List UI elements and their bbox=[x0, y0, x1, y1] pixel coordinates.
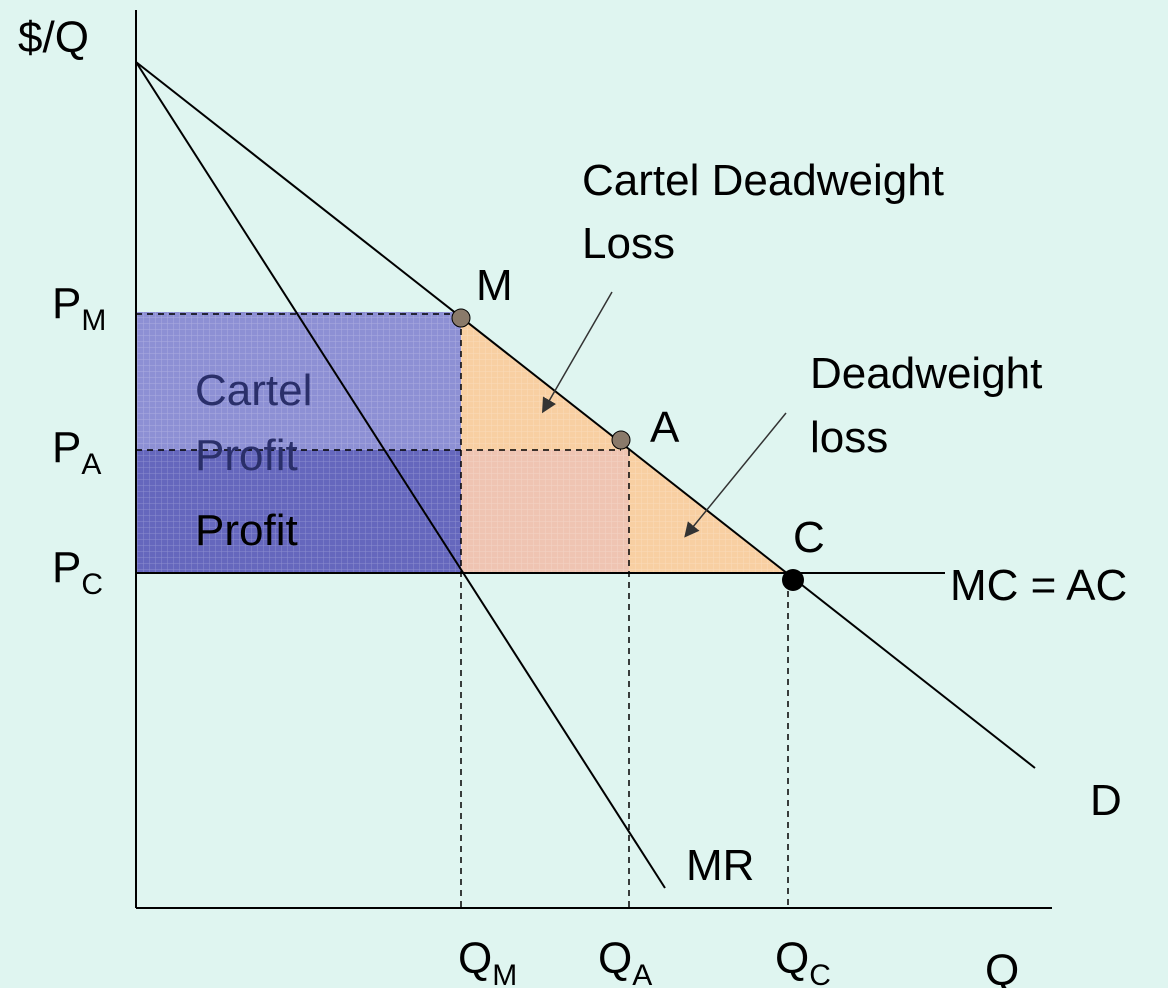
quantity-label: QC bbox=[775, 934, 831, 988]
point-m bbox=[451, 308, 471, 328]
quantity-label: QA bbox=[598, 934, 652, 988]
price-label: PC bbox=[52, 543, 103, 601]
annotation: Cartel Deadweight bbox=[582, 156, 944, 205]
price-label: PM bbox=[52, 279, 106, 337]
profit-pattern bbox=[136, 312, 461, 573]
arrow bbox=[684, 412, 787, 538]
annotation: Profit bbox=[195, 431, 298, 480]
mr-curve bbox=[135, 61, 666, 889]
annotation: loss bbox=[810, 413, 888, 462]
point-a bbox=[611, 430, 631, 450]
curve-label: MR bbox=[686, 841, 754, 890]
point-c bbox=[782, 569, 804, 591]
price-label: PA bbox=[52, 423, 101, 481]
annotation: Cartel bbox=[195, 366, 312, 415]
x-axis-label: Q bbox=[985, 946, 1019, 988]
curve-label: MC = AC bbox=[950, 561, 1127, 610]
curve-label: D bbox=[1090, 776, 1122, 825]
annotation: Deadweight bbox=[810, 349, 1042, 398]
demand-curve bbox=[135, 61, 1036, 769]
arrow bbox=[541, 291, 613, 414]
annotation: Profit bbox=[195, 506, 298, 555]
quantity-label: QM bbox=[458, 934, 517, 988]
y-axis-label: $/Q bbox=[18, 13, 89, 62]
point-label: A bbox=[650, 403, 680, 452]
annotation: Loss bbox=[582, 219, 675, 268]
point-label: M bbox=[476, 261, 513, 310]
point-label: C bbox=[793, 513, 825, 562]
